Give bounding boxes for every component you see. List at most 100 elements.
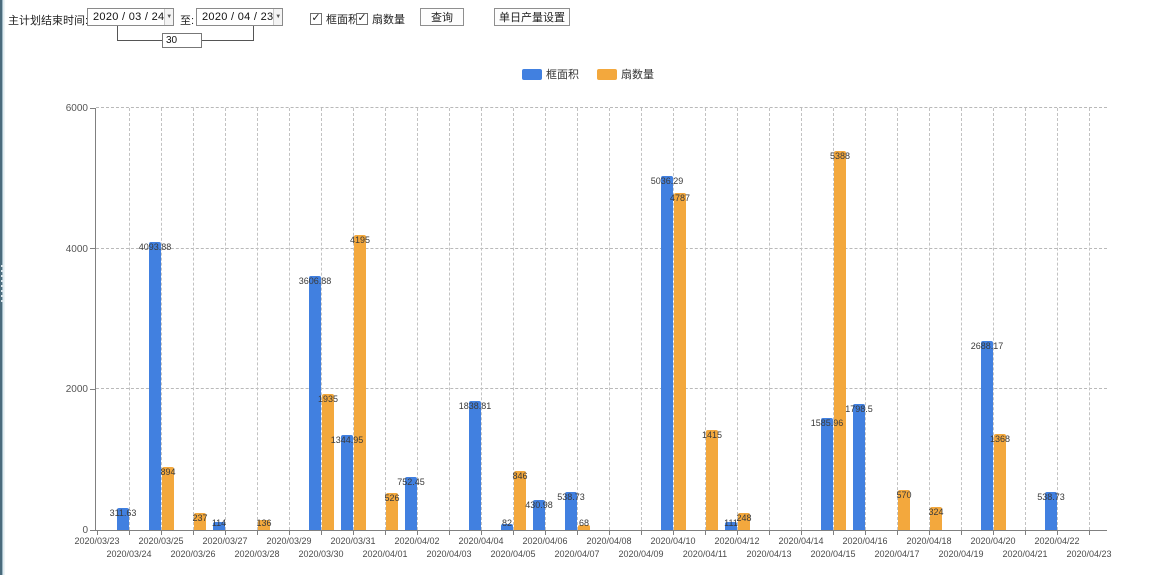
x-axis-label: 2020/04/14 [778,536,824,546]
x-axis-label: 2020/04/08 [586,536,632,546]
bar-value-label: 1935 [317,393,339,404]
x-axis-label: 2020/04/16 [842,536,888,546]
y-gridline [96,107,1107,108]
bar-value-label: 68 [578,518,589,528]
chevron-down-icon[interactable] [273,9,282,25]
legend-label: 框面积 [546,69,579,81]
x-tick [993,531,994,535]
x-axis-label: 2020/03/23 [74,536,120,546]
x-axis-label: 2020/04/11 [682,549,728,559]
x-tick [641,531,642,535]
x-gridline [385,108,386,530]
bar-框面积 [149,242,161,530]
x-axis-label: 2020/04/23 [1066,549,1112,559]
bar-扇数量 [706,430,718,530]
x-gridline [929,108,930,530]
x-gridline [673,108,674,530]
x-tick [225,531,226,535]
query-button[interactable]: 查询 [420,8,464,26]
x-tick [897,531,898,535]
checkbox-icon[interactable] [310,13,322,25]
bar-框面积 [661,175,673,530]
bar-框面积 [821,418,833,530]
bar-框面积 [341,435,353,530]
bar-框面积 [1045,492,1057,530]
bar-value-label: 1344.95 [330,435,364,446]
interval-days-input[interactable] [162,33,202,48]
bar-value-label: 1368 [989,433,1011,444]
main-plan-end-time-label: 主计划结束时间: [8,15,89,27]
bar-value-label: 114 [211,518,227,528]
bar-扇数量 [322,393,334,530]
splitter-grip-icon [1,265,3,305]
bar-value-label: 1415 [701,430,723,441]
date-to-picker[interactable]: 2020 / 04 / 23 [196,8,283,26]
x-gridline [801,108,802,530]
x-tick [1089,531,1090,535]
bar-扇数量 [994,433,1006,530]
bar-value-label: 4093.88 [138,242,172,253]
bar-扇数量 [386,493,398,530]
y-tick [90,248,95,250]
bar-value-label: 2688.17 [970,340,1004,351]
x-gridline [513,108,514,530]
legend-label: 扇数量 [621,69,654,81]
checkbox-frame-area[interactable]: 框面积 [310,11,359,27]
bar-框面积 [725,522,737,530]
to-label: 至: [180,15,195,27]
x-axis-label: 2020/03/26 [170,549,216,559]
x-gridline [993,108,994,530]
bar-value-label: 538.73 [557,492,585,503]
x-axis-label: 2020/04/01 [362,549,408,559]
x-gridline [289,108,290,530]
bar-value-label: 5036.29 [650,175,684,186]
x-tick [609,531,610,535]
x-tick [129,531,130,535]
x-gridline [961,108,962,530]
chevron-down-icon[interactable] [164,9,173,25]
x-gridline [417,108,418,530]
x-axis-label: 2020/04/06 [522,536,568,546]
checkbox-fan-count[interactable]: 扇数量 [356,11,405,27]
legend-item-扇数量[interactable]: 扇数量 [597,66,654,82]
bar-框面积 [469,400,481,530]
bar-框面积 [117,508,129,530]
date-from-value[interactable]: 2020 / 03 / 24 [93,11,165,23]
daily-output-settings-button[interactable]: 单日产量设置 [494,8,570,26]
x-gridline [321,108,322,530]
bar-value-label: 430.98 [525,499,553,510]
x-tick [353,531,354,535]
x-axis-label: 2020/03/25 [138,536,184,546]
x-tick [449,531,450,535]
bar-框面积 [309,276,321,530]
x-tick [545,531,546,535]
connector-line [202,40,253,42]
connector-line [117,40,162,42]
date-to-value[interactable]: 2020 / 04 / 23 [202,11,274,23]
y-axis-label: 2000 [65,384,88,396]
bar-value-label: 311.63 [109,508,137,519]
date-from-picker[interactable]: 2020 / 03 / 24 [87,8,174,26]
x-axis-label: 2020/03/31 [330,536,376,546]
bar-扇数量 [738,512,750,530]
y-tick [90,388,95,390]
bar-扇数量 [898,489,910,530]
bar-扇数量 [354,234,366,530]
x-gridline [705,108,706,530]
bar-扇数量 [514,470,526,530]
bar-value-label: 136 [256,518,272,528]
x-tick [929,531,930,535]
x-axis-label: 2020/04/03 [426,549,472,559]
bar-扇数量 [194,513,206,530]
bar-框面积 [533,499,545,530]
x-tick [769,531,770,535]
x-axis-label: 2020/03/29 [266,536,312,546]
left-splitter-handle[interactable] [0,0,5,575]
x-axis-label: 2020/04/09 [618,549,664,559]
x-tick [481,531,482,535]
x-tick [193,531,194,535]
legend-item-框面积[interactable]: 框面积 [522,66,579,82]
bar-value-label: 237 [192,513,208,524]
checkbox-icon[interactable] [356,13,368,25]
bar-value-label: 570 [896,489,912,500]
